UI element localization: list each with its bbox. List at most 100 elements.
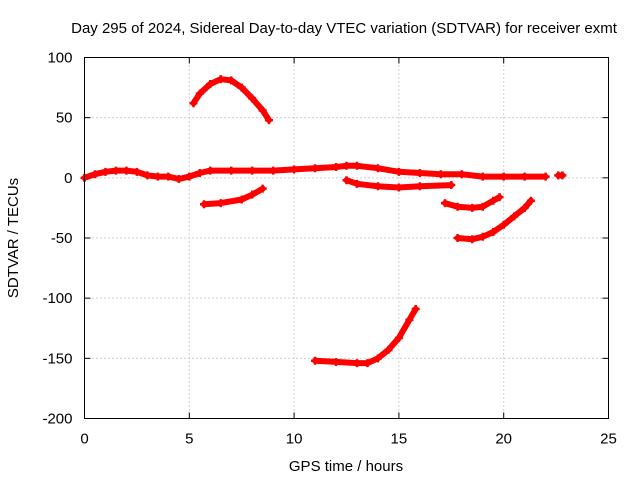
data-point bbox=[415, 182, 424, 191]
data-point bbox=[489, 196, 498, 205]
data-point bbox=[352, 359, 361, 368]
data-point bbox=[499, 172, 508, 181]
series-arc-dip-c bbox=[453, 196, 535, 244]
data-point bbox=[526, 196, 535, 205]
x-tick-label: 0 bbox=[80, 431, 88, 448]
data-point bbox=[199, 200, 208, 209]
data-point bbox=[237, 195, 246, 204]
data-point bbox=[468, 203, 477, 212]
x-tick-label: 10 bbox=[286, 431, 303, 448]
data-point bbox=[332, 163, 341, 172]
data-point bbox=[332, 357, 341, 366]
data-point bbox=[164, 172, 173, 181]
series-arc-high bbox=[189, 75, 273, 125]
y-tick-label: -50 bbox=[51, 230, 73, 247]
y-axis-label: SDTVAR / TECUs bbox=[5, 178, 22, 298]
data-point bbox=[373, 354, 382, 363]
data-point bbox=[342, 176, 351, 185]
y-tick-label: 100 bbox=[47, 50, 72, 67]
data-point bbox=[248, 190, 257, 199]
x-tick-label: 15 bbox=[391, 431, 408, 448]
series-arc-main bbox=[80, 161, 550, 184]
data-point bbox=[453, 202, 462, 211]
data-point bbox=[248, 94, 257, 103]
data-point bbox=[342, 161, 351, 170]
data-point bbox=[269, 166, 278, 175]
data-point bbox=[101, 167, 110, 176]
data-point bbox=[405, 315, 414, 324]
data-point bbox=[90, 170, 99, 179]
data-point bbox=[478, 172, 487, 181]
y-tick-label: 0 bbox=[64, 170, 72, 187]
series-arc-end bbox=[554, 171, 567, 180]
data-point bbox=[453, 234, 462, 242]
data-point bbox=[206, 79, 215, 88]
data-point bbox=[311, 164, 320, 173]
plot-frame bbox=[84, 57, 609, 419]
series-arc-dip-b bbox=[441, 193, 504, 212]
series-arc-neg20 bbox=[199, 184, 267, 209]
data-point bbox=[174, 175, 183, 184]
data-point bbox=[122, 166, 131, 175]
data-point bbox=[258, 106, 267, 115]
data-point bbox=[206, 166, 215, 175]
data-point bbox=[520, 172, 529, 181]
data-point bbox=[468, 235, 477, 244]
data-point bbox=[264, 116, 273, 125]
data-point bbox=[195, 169, 204, 178]
data-point bbox=[520, 203, 529, 212]
data-point bbox=[394, 333, 403, 342]
data-point bbox=[441, 199, 450, 208]
data-point bbox=[558, 171, 567, 180]
data-series bbox=[80, 75, 567, 368]
data-point bbox=[457, 170, 466, 179]
data-point bbox=[495, 193, 504, 202]
data-point bbox=[499, 220, 508, 229]
data-point bbox=[216, 75, 225, 84]
data-point bbox=[415, 169, 424, 178]
data-point bbox=[352, 179, 361, 188]
y-tick-label: -200 bbox=[42, 411, 72, 428]
data-point bbox=[352, 161, 361, 170]
x-tick-label: 5 bbox=[185, 431, 193, 448]
data-point bbox=[363, 359, 372, 368]
data-point bbox=[436, 170, 445, 179]
series-arc-bowl bbox=[311, 304, 420, 368]
data-point bbox=[189, 99, 198, 108]
data-point bbox=[216, 199, 225, 208]
data-point bbox=[111, 166, 120, 175]
data-point bbox=[373, 164, 382, 173]
chart-title: Day 295 of 2024, Sidereal Day-to-day VTE… bbox=[71, 20, 618, 37]
data-point bbox=[290, 165, 299, 174]
data-point bbox=[411, 304, 420, 313]
x-tick-label: 25 bbox=[600, 431, 617, 448]
data-point bbox=[248, 166, 257, 175]
data-point bbox=[132, 167, 141, 176]
data-point bbox=[237, 83, 246, 92]
data-point bbox=[227, 76, 236, 85]
data-point bbox=[227, 166, 236, 175]
data-point bbox=[394, 183, 403, 192]
data-point bbox=[447, 181, 456, 190]
data-point bbox=[195, 89, 204, 98]
data-point bbox=[258, 184, 267, 193]
y-tick-label: -100 bbox=[42, 290, 72, 307]
y-tick-label: -150 bbox=[42, 350, 72, 367]
data-point bbox=[143, 171, 152, 180]
data-point bbox=[311, 356, 320, 365]
data-point bbox=[185, 172, 194, 181]
data-point bbox=[510, 212, 519, 221]
data-point bbox=[373, 182, 382, 191]
data-point bbox=[489, 227, 498, 236]
data-point bbox=[478, 232, 487, 241]
data-point bbox=[541, 172, 550, 181]
data-point bbox=[384, 345, 393, 354]
series-arc-dip-a bbox=[342, 176, 456, 192]
data-point bbox=[394, 167, 403, 176]
x-tick-label: 20 bbox=[495, 431, 512, 448]
x-axis-label: GPS time / hours bbox=[289, 458, 403, 475]
data-point bbox=[478, 202, 487, 211]
y-tick-label: 50 bbox=[56, 110, 73, 127]
